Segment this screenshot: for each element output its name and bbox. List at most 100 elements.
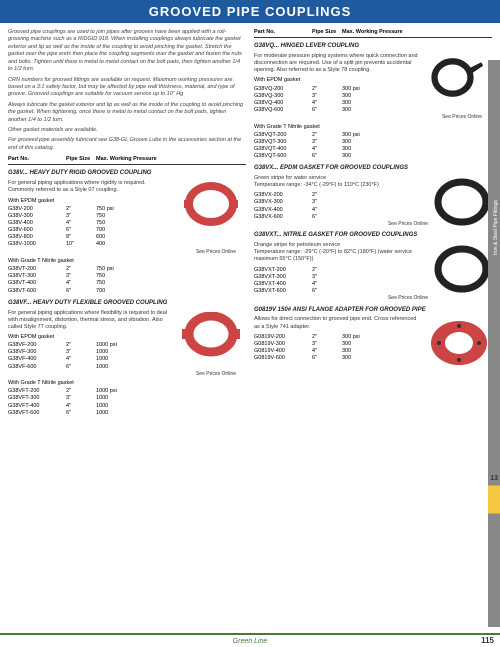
cell: 4" [312, 100, 342, 107]
table-row: G38VQT-3003"300 [254, 139, 492, 146]
cell: 6" [312, 355, 342, 362]
cell: 300 psi [342, 86, 360, 93]
table-row: G38VF-3003"1000 [8, 349, 172, 356]
table-row: G38VXT-4004" [254, 281, 428, 288]
cell: 1000 [96, 395, 108, 402]
cell: 4" [66, 220, 96, 227]
cell: 2" [66, 266, 96, 273]
g38vx-title: G38VX... EPDM GASKET FOR GROOVED COUPLIN… [254, 165, 492, 173]
cell: 300 [342, 153, 351, 160]
cell: G38V-400 [8, 220, 66, 227]
col-size: Pipe Size [66, 156, 96, 163]
intro-p2: CRN numbers for grooved fittings are ava… [8, 77, 246, 99]
table-row: G38VX-4004" [254, 207, 428, 214]
cell: 700 [96, 227, 105, 234]
cell: 6" [66, 227, 96, 234]
right-column: Part No. Pipe Size Max. Working Pressure… [254, 29, 492, 417]
cell: 300 psi [342, 334, 360, 341]
table-row: G38V-100010"400 [8, 241, 246, 248]
cell: G38VX-600 [254, 214, 312, 221]
table-row: G38V-2002"750 psi [8, 206, 172, 213]
cell: 750 [96, 280, 105, 287]
cell: 3" [312, 274, 342, 281]
table-row: G38VQ-4004"300 [254, 100, 418, 107]
cell: G38V-800 [8, 234, 66, 241]
col-partno: Part No. [254, 29, 312, 36]
cell: G0819V-400 [254, 348, 312, 355]
cell: 6" [66, 364, 96, 371]
cell: 3" [312, 341, 342, 348]
cell: 300 [342, 355, 351, 362]
cell: 2" [312, 192, 342, 199]
cell: G38VQT-600 [254, 153, 312, 160]
cell: 600 [96, 234, 105, 241]
table-row: G38VXT-6006" [254, 288, 428, 295]
cell: 3" [66, 273, 96, 280]
cell: G38VQ-600 [254, 107, 312, 114]
table-row: G38VQT-2002"300 psi [254, 132, 492, 139]
cell: G38VF-600 [8, 364, 66, 371]
gasket-nitrile-image [432, 244, 492, 294]
intro-p3: Always lubricate the gasket exterior and… [8, 102, 246, 124]
table-row: G0819V-4004"300 [254, 348, 423, 355]
cell: 3" [66, 349, 96, 356]
cell: 300 [342, 93, 351, 100]
cell: 2" [312, 267, 342, 274]
cell: 4" [312, 146, 342, 153]
cell: 1000 [96, 403, 108, 410]
cell: 1000 psi [96, 388, 117, 395]
cell: G38VQT-400 [254, 146, 312, 153]
table-row: G38VFT-6006"1000 [8, 410, 246, 417]
cell: G38VFT-400 [8, 403, 66, 410]
cell: 2" [312, 334, 342, 341]
table-row: G38VF-2002"1000 psi [8, 342, 172, 349]
col-pressure: Max. Working Pressure [342, 29, 403, 36]
cell: G38V-300 [8, 213, 66, 220]
cell: 400 [96, 241, 105, 248]
cell: 2" [312, 86, 342, 93]
cell: 6" [312, 153, 342, 160]
cell: G0819V-600 [254, 355, 312, 362]
table-row: G38V-8008"600 [8, 234, 246, 241]
cell: G38VQ-300 [254, 93, 312, 100]
g38vq-rows2: G38VQT-2002"300 psiG38VQT-3003"300G38VQT… [254, 132, 492, 161]
cell: G38V-200 [8, 206, 66, 213]
cell: 300 [342, 100, 351, 107]
cell: 2" [312, 132, 342, 139]
cell: 6" [312, 107, 342, 114]
cell: 1000 [96, 356, 108, 363]
cell: G38VFT-600 [8, 410, 66, 417]
cell: 1000 [96, 349, 108, 356]
g38v-sub2: With Grade T Nitrile gasket [8, 258, 246, 265]
cell: 300 [342, 146, 351, 153]
cell: 6" [312, 214, 342, 221]
cell: G38VF-200 [8, 342, 66, 349]
table-row: G38VQ-2002"300 psi [254, 86, 418, 93]
table-row: G38VX-2002" [254, 192, 428, 199]
cell: 4" [312, 281, 342, 288]
g38v-rows2: G38VT-2002"750 psiG38VT-3003"750G38VT-40… [8, 266, 246, 295]
flange-adapter-image [427, 318, 492, 368]
cell: G38VQT-200 [254, 132, 312, 139]
intro-p5: For grooved pipe assembly lubricant see … [8, 137, 246, 152]
cell: 6" [66, 410, 96, 417]
coupling-flexible-image [176, 312, 246, 357]
coupling-rigid-image [176, 182, 246, 227]
cell: 300 [342, 341, 351, 348]
cell: 6" [312, 288, 342, 295]
cell: G38VQ-200 [254, 86, 312, 93]
coupling-hinged-image [422, 55, 492, 100]
table-row: G38VFT-3003"1000 [8, 395, 246, 402]
cell: 4" [66, 280, 96, 287]
intro-p1: Grooved pipe couplings are used to join … [8, 29, 246, 74]
cell: G38VX-200 [254, 192, 312, 199]
cell: G38VXT-400 [254, 281, 312, 288]
table-row: G38V-3003"750 [8, 213, 172, 220]
table-row: G38VQ-3003"300 [254, 93, 418, 100]
cell: 300 [342, 348, 351, 355]
table-row: G0819V-3003"300 [254, 341, 423, 348]
left-column: Grooved pipe couplings are used to join … [8, 29, 246, 417]
cell: 3" [66, 213, 96, 220]
section-sidebar [488, 60, 500, 627]
cell: 8" [66, 234, 96, 241]
